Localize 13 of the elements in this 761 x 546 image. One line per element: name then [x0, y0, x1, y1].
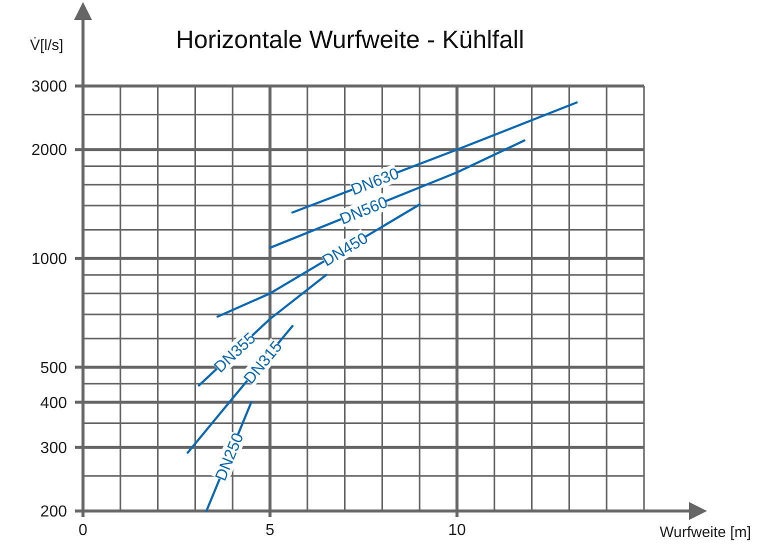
chart-title: Horizontale Wurfweite - Kühlfall [176, 26, 524, 54]
y-tick-label: 400 [40, 394, 68, 412]
y-tick-label: 2000 [31, 142, 68, 160]
x-tick-label: 0 [78, 522, 88, 539]
y-tick-label: 500 [40, 360, 68, 377]
y-axis-title: V̇[l/s] [30, 36, 64, 54]
y-tick-label: 3000 [31, 78, 68, 96]
x-tick-label: 5 [266, 522, 275, 539]
y-tick-label: 200 [40, 504, 68, 521]
y-tick-label: 300 [40, 440, 68, 457]
x-tick-label: 10 [448, 522, 466, 539]
y-tick-label: 1000 [31, 251, 68, 268]
x-axis-title: Wurfweite [m] [660, 524, 751, 541]
